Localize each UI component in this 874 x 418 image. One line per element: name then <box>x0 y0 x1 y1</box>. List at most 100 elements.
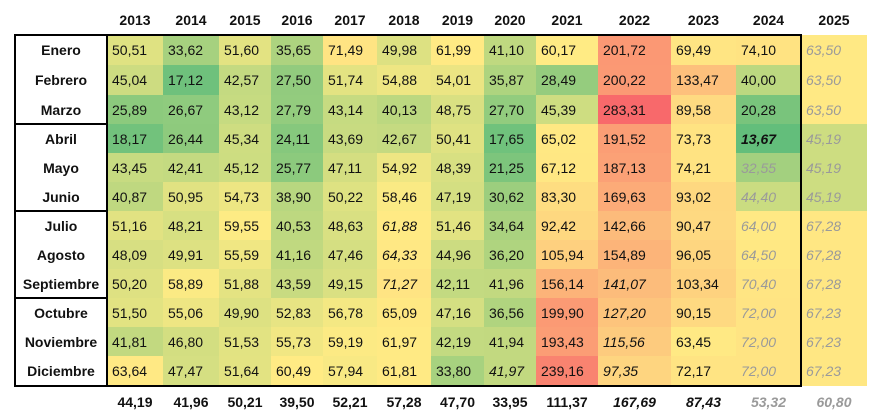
heatmap-cell: 54,01 <box>431 65 484 95</box>
heatmap-cell: 63,50 <box>801 35 867 65</box>
heatmap-cell: 13,67 <box>736 124 801 153</box>
heatmap-cell: 49,91 <box>163 240 219 269</box>
heatmap-cell: 67,28 <box>801 269 867 298</box>
heatmap-cell: 54,92 <box>377 153 431 182</box>
heatmap-cell: 48,21 <box>163 211 219 240</box>
heatmap-cell: 50,22 <box>323 182 377 211</box>
row-header: Julio <box>44 217 78 234</box>
heatmap-cell: 65,02 <box>536 124 598 153</box>
column-header: 2025 <box>818 12 850 28</box>
quarter-divider <box>15 297 107 299</box>
heatmap-cell: 71,27 <box>377 269 431 298</box>
heatmap-cell: 18,17 <box>107 124 163 153</box>
total-cell: 57,28 <box>386 394 422 410</box>
heatmap-cell: 283,31 <box>598 95 671 124</box>
row-header: Mayo <box>43 159 79 176</box>
heatmap-cell: 47,19 <box>431 182 484 211</box>
total-cell: 41,96 <box>173 394 209 410</box>
month-column-divider <box>106 34 108 387</box>
heatmap-cell: 133,47 <box>671 65 736 95</box>
heatmap-cell: 60,49 <box>271 356 323 386</box>
row-header: Septiembre <box>22 275 100 292</box>
heatmap-cell: 17,65 <box>484 124 536 153</box>
heatmap-cell: 36,56 <box>484 298 536 327</box>
heatmap-cell: 58,46 <box>377 182 431 211</box>
heatmap-cell: 48,75 <box>431 95 484 124</box>
heatmap-cell: 56,78 <box>323 298 377 327</box>
heatmap-cell: 199,90 <box>536 298 598 327</box>
column-header: 2017 <box>334 12 366 28</box>
heatmap-cell: 35,87 <box>484 65 536 95</box>
heatmap-cell: 54,73 <box>219 182 271 211</box>
heatmap-cell: 156,14 <box>536 269 598 298</box>
heatmap-cell: 67,28 <box>801 211 867 240</box>
heatmap-cell: 191,52 <box>598 124 671 153</box>
heatmap-cell: 55,73 <box>271 327 323 356</box>
heatmap-cell: 51,64 <box>219 356 271 386</box>
heatmap-cell: 49,98 <box>377 35 431 65</box>
heatmap-cell: 42,11 <box>431 269 484 298</box>
heatmap-cell: 67,28 <box>801 240 867 269</box>
heatmap-cell: 93,02 <box>671 182 736 211</box>
heatmap-cell: 33,62 <box>163 35 219 65</box>
heatmap-cell: 45,12 <box>219 153 271 182</box>
heatmap-cell: 43,45 <box>107 153 163 182</box>
heatmap-cell: 32,55 <box>736 153 801 182</box>
heatmap-cell: 67,23 <box>801 327 867 356</box>
heatmap-cell: 42,41 <box>163 153 219 182</box>
total-cell: 39,50 <box>279 394 315 410</box>
heatmap-cell: 40,87 <box>107 182 163 211</box>
heatmap-cell: 141,07 <box>598 269 671 298</box>
right-border <box>800 34 802 387</box>
heatmap-cell: 21,25 <box>484 153 536 182</box>
heatmap-cell: 61,99 <box>431 35 484 65</box>
heatmap-cell: 40,53 <box>271 211 323 240</box>
heatmap-cell: 47,46 <box>323 240 377 269</box>
heatmap-cell: 83,30 <box>536 182 598 211</box>
total-cell: 53,32 <box>750 394 787 410</box>
heatmap-cell: 63,50 <box>801 65 867 95</box>
heatmap-cell: 50,51 <box>107 35 163 65</box>
heatmap-cell: 43,14 <box>323 95 377 124</box>
heatmap-cell: 43,69 <box>323 124 377 153</box>
heatmap-cell: 90,15 <box>671 298 736 327</box>
heatmap-cell: 55,06 <box>163 298 219 327</box>
heatmap-cell: 64,50 <box>736 240 801 269</box>
heatmap-cell: 200,22 <box>598 65 671 95</box>
heatmap-cell: 50,20 <box>107 269 163 298</box>
heatmap-cell: 38,90 <box>271 182 323 211</box>
total-cell: 167,69 <box>613 394 656 410</box>
heatmap-cell: 55,59 <box>219 240 271 269</box>
quarter-divider <box>15 123 107 125</box>
heatmap-cell: 70,40 <box>736 269 801 298</box>
heatmap-cell: 52,83 <box>271 298 323 327</box>
quarter-divider <box>15 210 107 212</box>
column-header: 2023 <box>687 12 720 28</box>
heatmap-cell: 44,40 <box>736 182 801 211</box>
row-header: Enero <box>41 42 81 58</box>
heatmap-cell: 44,96 <box>431 240 484 269</box>
heatmap-cell: 67,23 <box>801 356 867 386</box>
total-cell: 47,70 <box>439 394 476 410</box>
heatmap-cell: 63,45 <box>671 327 736 356</box>
heatmap-cell: 96,05 <box>671 240 736 269</box>
heatmap-cell: 193,43 <box>536 327 598 356</box>
total-cell: 44,19 <box>117 394 153 410</box>
row-header: Junio <box>42 188 80 205</box>
heatmap-cell: 41,97 <box>484 356 536 386</box>
heatmap-cell: 60,17 <box>536 35 598 65</box>
row-header: Abril <box>45 130 77 147</box>
column-header: 2015 <box>229 12 261 28</box>
heatmap-cell: 34,64 <box>484 211 536 240</box>
heatmap-cell: 90,47 <box>671 211 736 240</box>
heatmap-cell: 46,80 <box>163 327 219 356</box>
heatmap-cell: 71,49 <box>323 35 377 65</box>
heatmap-cell: 45,34 <box>219 124 271 153</box>
total-cell: 60,80 <box>816 394 852 410</box>
heatmap-cell: 72,00 <box>736 327 801 356</box>
heatmap-cell: 51,46 <box>431 211 484 240</box>
heatmap-cell: 49,15 <box>323 269 377 298</box>
heatmap-cell: 67,23 <box>801 298 867 327</box>
heatmap-cell: 115,56 <box>598 327 671 356</box>
row-header: Agosto <box>36 246 86 263</box>
